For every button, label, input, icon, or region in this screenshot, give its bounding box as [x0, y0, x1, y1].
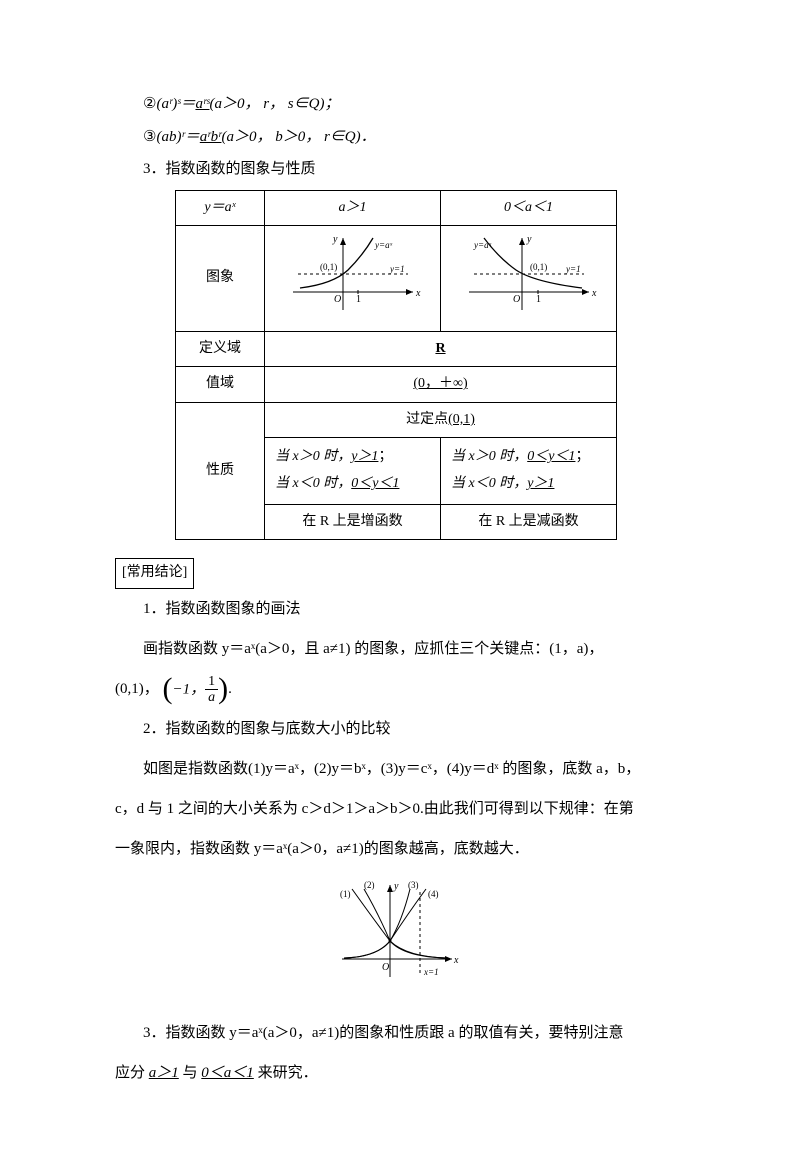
s3b-a: 应分 — [115, 1065, 149, 1081]
paren-right-icon: ) — [218, 672, 228, 705]
section-2-body-b: c，d 与 1 之间的大小关系为 c＞d＞1＞a＞b＞0.由此我们可得到以下规律… — [115, 791, 679, 827]
svg-text:x=1: x=1 — [423, 967, 439, 977]
cell-fixed-point: 过定点(0,1) — [265, 402, 617, 438]
table-row: 定义域 R — [176, 331, 617, 367]
graph-increasing-icon: x y y=1 y=aˣ (0,1) O 1 — [278, 230, 428, 316]
paren-left-icon: ( — [163, 672, 173, 705]
cell-prop-right: 当 x＞0 时，0＜y＜1； 当 x＜0 时，y＞1 — [441, 438, 617, 504]
prop-r1u: 0＜y＜1 — [527, 449, 575, 464]
section-2-body-c: 一象限内，指数函数 y＝aˣ(a＞0，a≠1)的图象越高，底数越大． — [115, 831, 679, 867]
cell-prop-label: 性质 — [176, 402, 265, 539]
s3b-mid: 与 — [179, 1065, 202, 1081]
svg-text:y: y — [526, 234, 532, 245]
table-row: 性质 过定点(0,1) — [176, 402, 617, 438]
graph-decreasing-icon: x y y=1 y=aˣ (0,1) O 1 — [454, 230, 604, 316]
prop-l1: 当 x＞0 时， — [275, 449, 351, 464]
svg-text:y=aˣ: y=aˣ — [374, 240, 393, 250]
svg-text:(0,1): (0,1) — [530, 262, 547, 272]
cell-mono-right: 在 R 上是减函数 — [441, 504, 617, 540]
section-2-body-a: 如图是指数函数(1)y＝aˣ，(2)y＝bˣ，(3)y＝cˣ，(4)y＝dˣ 的… — [115, 751, 679, 787]
prop-l1u: y＞1 — [351, 449, 378, 464]
cell-prop-left: 当 x＞0 时，y＞1； 当 x＜0 时，0＜y＜1 — [265, 438, 441, 504]
cell-graph-decreasing: x y y=1 y=aˣ (0,1) O 1 — [441, 226, 617, 332]
svg-text:y: y — [393, 881, 399, 892]
prop-r1: 当 x＞0 时， — [451, 449, 527, 464]
s3b-u2: 0＜a＜1 — [201, 1065, 254, 1081]
svg-text:O: O — [513, 294, 520, 305]
cell-a-gt-1: a＞1 — [265, 190, 441, 226]
svg-text:(4): (4) — [428, 889, 439, 899]
cell-a-lt-1: 0＜a＜1 — [441, 190, 617, 226]
svg-text:O: O — [382, 962, 389, 973]
heading-3: 3．指数函数的图象与性质 — [115, 155, 679, 184]
svg-text:1: 1 — [536, 294, 541, 305]
eq2-after: (a＞0， r， s∈Q)； — [209, 96, 339, 112]
eq2-prefix: ② — [143, 96, 156, 112]
svg-text:y: y — [332, 234, 338, 245]
properties-table: y＝aˣ a＞1 0＜a＜1 图象 x y y=1 y=aˣ (0,1) O — [175, 190, 617, 541]
table-row: 值域 (0，＋∞) — [176, 367, 617, 403]
cell-range-value: (0，＋∞) — [265, 367, 617, 403]
frac-den: a — [205, 690, 218, 705]
prop-l2: 当 x＜0 时， — [275, 476, 351, 491]
s3b-u1: a＞1 — [149, 1065, 179, 1081]
svg-text:1: 1 — [356, 294, 361, 305]
svg-text:(3): (3) — [408, 880, 419, 890]
fixed-point-text: 过定点 — [406, 412, 448, 427]
svg-text:y=aˣ: y=aˣ — [473, 240, 492, 250]
svg-text:y=1: y=1 — [565, 264, 581, 274]
svg-text:O: O — [334, 294, 341, 305]
svg-text:(1): (1) — [340, 889, 351, 899]
prop-r2u: y＞1 — [527, 476, 554, 491]
section-3-body-a: 3．指数函数 y＝aˣ(a＞0，a≠1)的图象和性质跟 a 的取值有关，要特别注… — [115, 1015, 679, 1051]
eq3-after: (a＞0， b＞0， r∈Q)． — [221, 129, 375, 145]
cell-fn: y＝aˣ — [176, 190, 265, 226]
s1b-prefix: (0,1)， — [115, 681, 159, 697]
section-1-body-a: 画指数函数 y＝aˣ(a＞0，且 a≠1) 的图象，应抓住三个关键点：(1，a)… — [115, 631, 679, 667]
prop-l2u: 0＜y＜1 — [351, 476, 399, 491]
cell-range-label: 值域 — [176, 367, 265, 403]
fraction-1-over-a: 1a — [205, 674, 218, 706]
eq2-body: (aʳ)ˢ＝ — [156, 96, 195, 112]
s3b-end: 来研究． — [254, 1065, 318, 1081]
section-1-title: 1．指数函数图象的画法 — [115, 591, 679, 627]
cell-domain-value: R — [265, 331, 617, 367]
figure-4-curves: x y O x=1 (1) (2) (3) (4) — [115, 877, 679, 1001]
svg-text:x: x — [415, 288, 421, 299]
table-row: 图象 x y y=1 y=aˣ (0,1) O 1 — [176, 226, 617, 332]
conclusion-box: [常用结论] — [115, 558, 194, 589]
s1b-minus1: −1， — [173, 681, 206, 697]
eq2-underline: aʳˢ — [195, 96, 209, 112]
frac-num: 1 — [205, 674, 218, 690]
cell-graph-label: 图象 — [176, 226, 265, 332]
eq-line-2: ②(aʳ)ˢ＝aʳˢ(a＞0， r， s∈Q)； — [115, 90, 679, 119]
table-row: y＝aˣ a＞1 0＜a＜1 — [176, 190, 617, 226]
cell-graph-increasing: x y y=1 y=aˣ (0,1) O 1 — [265, 226, 441, 332]
cell-mono-left: 在 R 上是增函数 — [265, 504, 441, 540]
eq-line-3: ③(ab)ʳ＝aʳbʳ(a＞0， b＞0， r∈Q)． — [115, 123, 679, 152]
section-2-title: 2．指数函数的图象与底数大小的比较 — [115, 711, 679, 747]
svg-text:(2): (2) — [364, 880, 375, 890]
eq3-underline: aʳbʳ — [200, 129, 222, 145]
svg-text:x: x — [453, 955, 459, 966]
eq3-prefix: ③ — [143, 129, 156, 145]
fixed-point-value: (0,1) — [448, 412, 475, 427]
prop-r2: 当 x＜0 时， — [451, 476, 527, 491]
cell-domain-label: 定义域 — [176, 331, 265, 367]
four-curves-icon: x y O x=1 (1) (2) (3) (4) — [332, 877, 462, 987]
section-3-body-b: 应分 a＞1 与 0＜a＜1 来研究． — [115, 1055, 679, 1091]
svg-text:x: x — [591, 288, 597, 299]
eq3-body: (ab)ʳ＝ — [156, 129, 199, 145]
section-1-body-b: (0,1)， (−1，1a). — [115, 671, 679, 708]
svg-text:(0,1): (0,1) — [320, 262, 337, 272]
svg-text:y=1: y=1 — [389, 264, 405, 274]
